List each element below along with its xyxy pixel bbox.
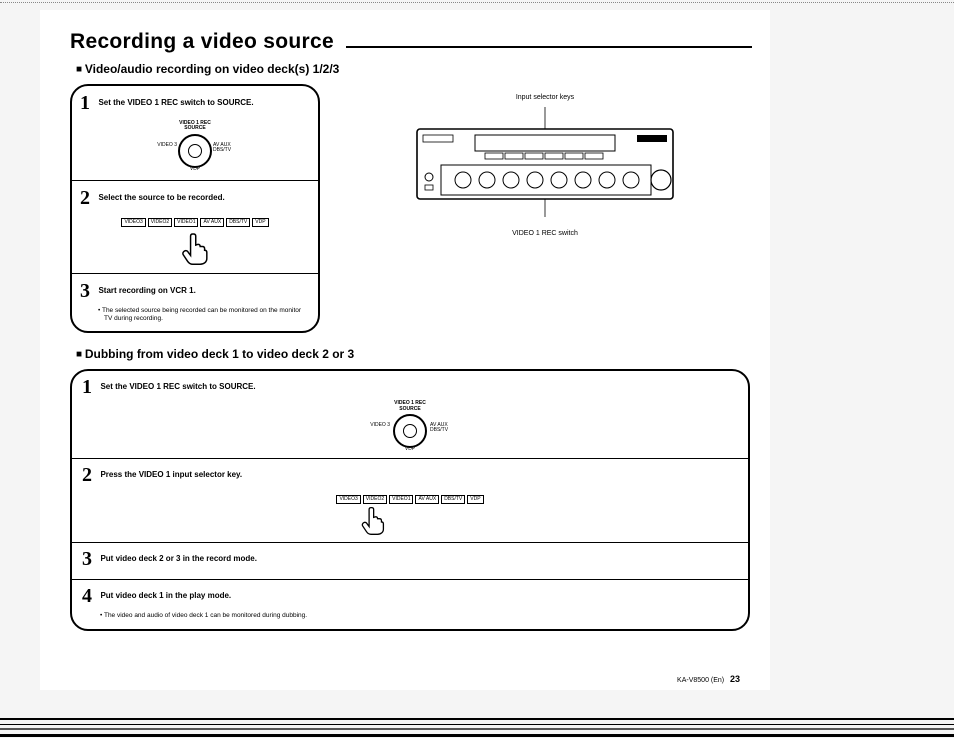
- input-key: DBS/TV: [441, 495, 465, 504]
- dial-label-bottom: VDP: [340, 447, 480, 452]
- step-text: Put video deck 1 in the play mode.: [100, 591, 231, 600]
- step-text: Put video deck 2 or 3 in the record mode…: [100, 554, 256, 563]
- rec-switch-dial: VIDEO 1 REC SOURCE VIDEO 3 AV AUX DBS/TV…: [135, 121, 255, 168]
- dial-label-right: AV AUX DBS/TV: [213, 143, 231, 153]
- step-text: Press the VIDEO 1 input selector key.: [100, 470, 242, 479]
- input-key: VIDEO3: [121, 218, 145, 227]
- step-b4: 4 Put video deck 1 in the play mode. The…: [72, 579, 748, 628]
- dial-label-bottom: VDP: [135, 167, 255, 172]
- unit-diagram-wrap: Input selector keys: [338, 84, 752, 237]
- dial-label-top2: SOURCE: [135, 126, 255, 132]
- unit-bottom-label: VIDEO 1 REC switch: [338, 230, 752, 237]
- input-keys-row: VIDEO3 VIDEO2 VIDEO1 AV AUX DBS/TV VDP: [80, 218, 310, 227]
- title-rule: [346, 46, 752, 48]
- manual-page: Recording a video source Video/audio rec…: [40, 10, 770, 690]
- scan-bottom-artifact: [0, 714, 954, 738]
- step-note: The video and audio of video deck 1 can …: [100, 612, 738, 620]
- section-b-heading: Dubbing from video deck 1 to video deck …: [76, 347, 752, 363]
- scan-top-edge: [0, 2, 954, 3]
- step-number: 1: [80, 92, 94, 115]
- section-a: 1 Set the VIDEO 1 REC switch to SOURCE. …: [70, 84, 752, 334]
- dial-label-r2: DBS/TV: [213, 147, 231, 153]
- steps-box-a: 1 Set the VIDEO 1 REC switch to SOURCE. …: [70, 84, 320, 334]
- input-key: AV AUX: [200, 218, 224, 227]
- unit-top-label: Input selector keys: [338, 94, 752, 101]
- steps-box-b: 1 Set the VIDEO 1 REC switch to SOURCE. …: [70, 369, 750, 630]
- page-title: Recording a video source: [70, 30, 334, 54]
- input-key: VIDEO2: [363, 495, 387, 504]
- input-key: VIDEO3: [336, 495, 360, 504]
- step-a2: 2 Select the source to be recorded. VIDE…: [72, 180, 318, 273]
- step-b3: 3 Put video deck 2 or 3 in the record mo…: [72, 542, 748, 579]
- dial-label-r2: DBS/TV: [430, 427, 448, 433]
- step-note: The selected source being recorded can b…: [98, 307, 310, 324]
- footer-page-number: 23: [730, 674, 740, 684]
- amplifier-diagram: [415, 107, 675, 217]
- step-number: 2: [80, 187, 94, 210]
- input-key: VIDEO2: [148, 218, 172, 227]
- pointing-hand-icon: [360, 505, 386, 535]
- step-b1: 1 Set the VIDEO 1 REC switch to SOURCE. …: [72, 371, 748, 458]
- input-key: VIDEO1: [389, 495, 413, 504]
- step-text: Select the source to be recorded.: [98, 193, 224, 202]
- title-row: Recording a video source: [70, 30, 752, 54]
- input-key: VDP: [252, 218, 268, 227]
- dial-label-top2: SOURCE: [340, 407, 480, 413]
- input-key: DBS/TV: [226, 218, 250, 227]
- step-b2: 2 Press the VIDEO 1 input selector key. …: [72, 458, 748, 542]
- input-key: VDP: [467, 495, 483, 504]
- footer-model: KA-V8500 (En): [677, 677, 724, 684]
- step-text: Start recording on VCR 1.: [98, 286, 195, 295]
- step-number: 3: [80, 280, 94, 303]
- step-text: Set the VIDEO 1 REC switch to SOURCE.: [98, 98, 253, 107]
- step-a3: 3 Start recording on VCR 1. The selected…: [72, 273, 318, 332]
- input-key: AV AUX: [415, 495, 439, 504]
- step-a1: 1 Set the VIDEO 1 REC switch to SOURCE. …: [72, 86, 318, 180]
- input-keys-row: VIDEO3 VIDEO2 VIDEO1 AV AUX DBS/TV VDP: [280, 495, 540, 504]
- step-number: 3: [82, 548, 96, 571]
- step-text: Set the VIDEO 1 REC switch to SOURCE.: [100, 382, 255, 391]
- dial-icon: [178, 134, 212, 168]
- section-a-heading: Video/audio recording on video deck(s) 1…: [76, 62, 752, 78]
- step-number: 4: [82, 585, 96, 608]
- pointing-hand-icon: [180, 231, 210, 265]
- step-number: 2: [82, 464, 96, 487]
- dial-label-left: VIDEO 3: [370, 423, 390, 428]
- dial-icon: [393, 414, 427, 448]
- dial-label-left: VIDEO 3: [157, 143, 177, 148]
- step-number: 1: [82, 376, 96, 399]
- dial-label-right: AV AUX DBS/TV: [430, 423, 448, 433]
- rec-switch-dial: VIDEO 1 REC SOURCE VIDEO 3 AV AUX DBS/TV…: [340, 401, 480, 448]
- page-footer: KA-V8500 (En) 23: [677, 674, 740, 684]
- input-key: VIDEO1: [174, 218, 198, 227]
